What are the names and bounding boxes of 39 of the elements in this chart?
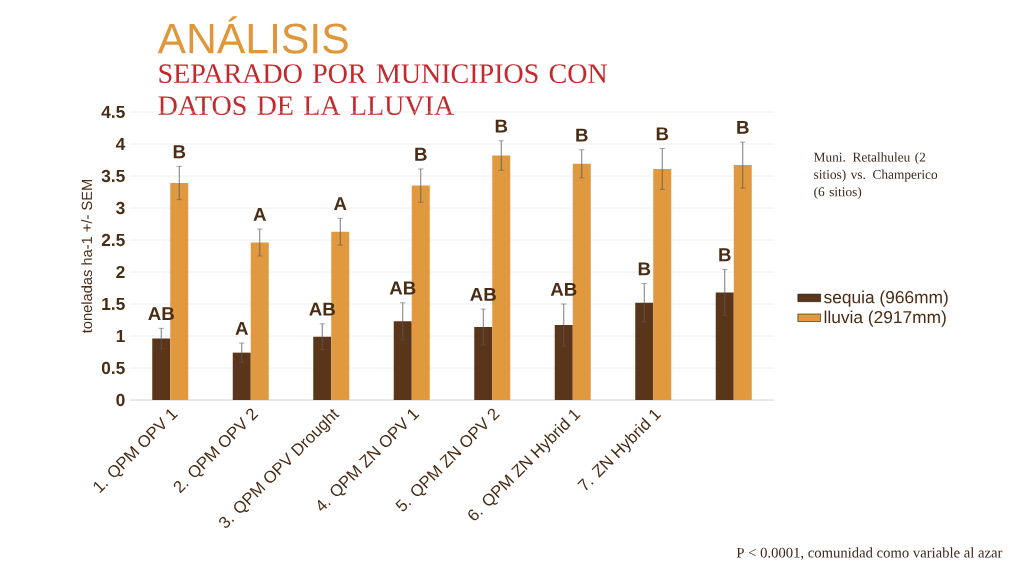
y-tick-label: 4 (115, 138, 126, 150)
legend-label: lluvia (2917mm) (824, 310, 946, 327)
bar (393, 321, 412, 400)
y-axis-title: toneladas ha-1 +/- SEM (81, 180, 93, 334)
text: P < 0.0001, comunidad como variable al azar (736, 547, 1003, 560)
data-label: B (576, 128, 588, 142)
y-tick-label: 3 (116, 201, 125, 215)
y-tick-label: 4.5 (101, 105, 125, 119)
bar (152, 338, 171, 400)
data-label: B (495, 119, 508, 133)
chart-subtitle: SEPARADO POR MUNICIPIOS CON DATOS DE LA LLUVIA (158, 64, 608, 116)
data-label: B (656, 127, 669, 141)
y-tick-label: 1 (116, 330, 125, 342)
data-label: B (415, 147, 427, 161)
data-label: B (173, 145, 186, 159)
bar (554, 325, 573, 400)
bar (653, 168, 672, 400)
data-label: A (235, 321, 248, 335)
data-label: A (253, 208, 266, 221)
y-tick-label: 2.5 (101, 233, 125, 247)
bar (474, 327, 493, 400)
data-label: B (638, 262, 651, 276)
text: Muni. Retalhuleu (2 sitios) vs. Champerico (6 sitios) (813, 152, 938, 200)
chart-title: ANÁLISIS (157, 16, 348, 54)
y-tick-label: 0 (116, 393, 125, 407)
bar (635, 302, 654, 400)
y-tick-label: 0.5 (101, 361, 125, 375)
bar (232, 352, 251, 400)
y-tick-label: 3.5 (101, 169, 125, 183)
bar (715, 292, 734, 400)
legend-label: sequia (966mm) (824, 290, 948, 307)
data-label: B (737, 120, 749, 134)
bar (733, 165, 752, 400)
y-tick-label: 1.5 (102, 297, 125, 311)
bar (250, 242, 269, 400)
data-label: A (333, 197, 347, 210)
bar (313, 336, 332, 400)
data-label: B (719, 248, 731, 262)
y-tick-label: 2 (116, 265, 125, 279)
